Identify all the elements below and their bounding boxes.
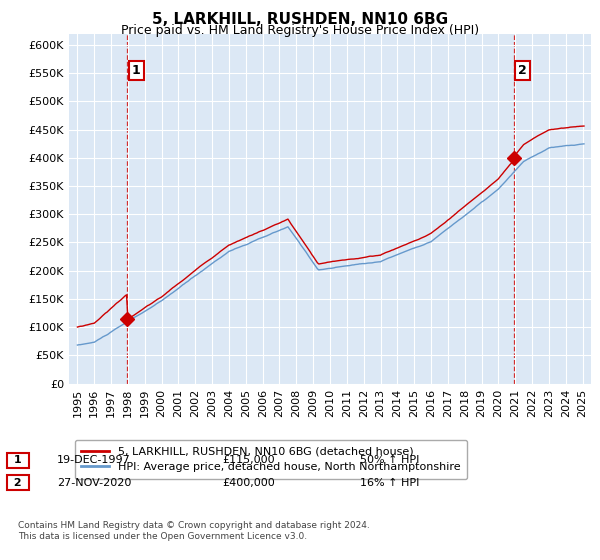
Text: £400,000: £400,000	[222, 478, 275, 488]
Text: 50% ↑ HPI: 50% ↑ HPI	[360, 455, 419, 465]
Text: 2: 2	[518, 64, 527, 77]
Text: 27-NOV-2020: 27-NOV-2020	[57, 478, 131, 488]
Text: 5, LARKHILL, RUSHDEN, NN10 6BG: 5, LARKHILL, RUSHDEN, NN10 6BG	[152, 12, 448, 27]
Text: 19-DEC-1997: 19-DEC-1997	[57, 455, 131, 465]
Text: 2: 2	[10, 478, 26, 488]
Text: Price paid vs. HM Land Registry's House Price Index (HPI): Price paid vs. HM Land Registry's House …	[121, 24, 479, 37]
Text: Contains HM Land Registry data © Crown copyright and database right 2024.
This d: Contains HM Land Registry data © Crown c…	[18, 521, 370, 540]
Text: 1: 1	[10, 455, 26, 465]
Text: 1: 1	[131, 64, 140, 77]
Legend: 5, LARKHILL, RUSHDEN, NN10 6BG (detached house), HPI: Average price, detached ho: 5, LARKHILL, RUSHDEN, NN10 6BG (detached…	[74, 440, 467, 479]
Text: £115,000: £115,000	[222, 455, 275, 465]
Text: 16% ↑ HPI: 16% ↑ HPI	[360, 478, 419, 488]
